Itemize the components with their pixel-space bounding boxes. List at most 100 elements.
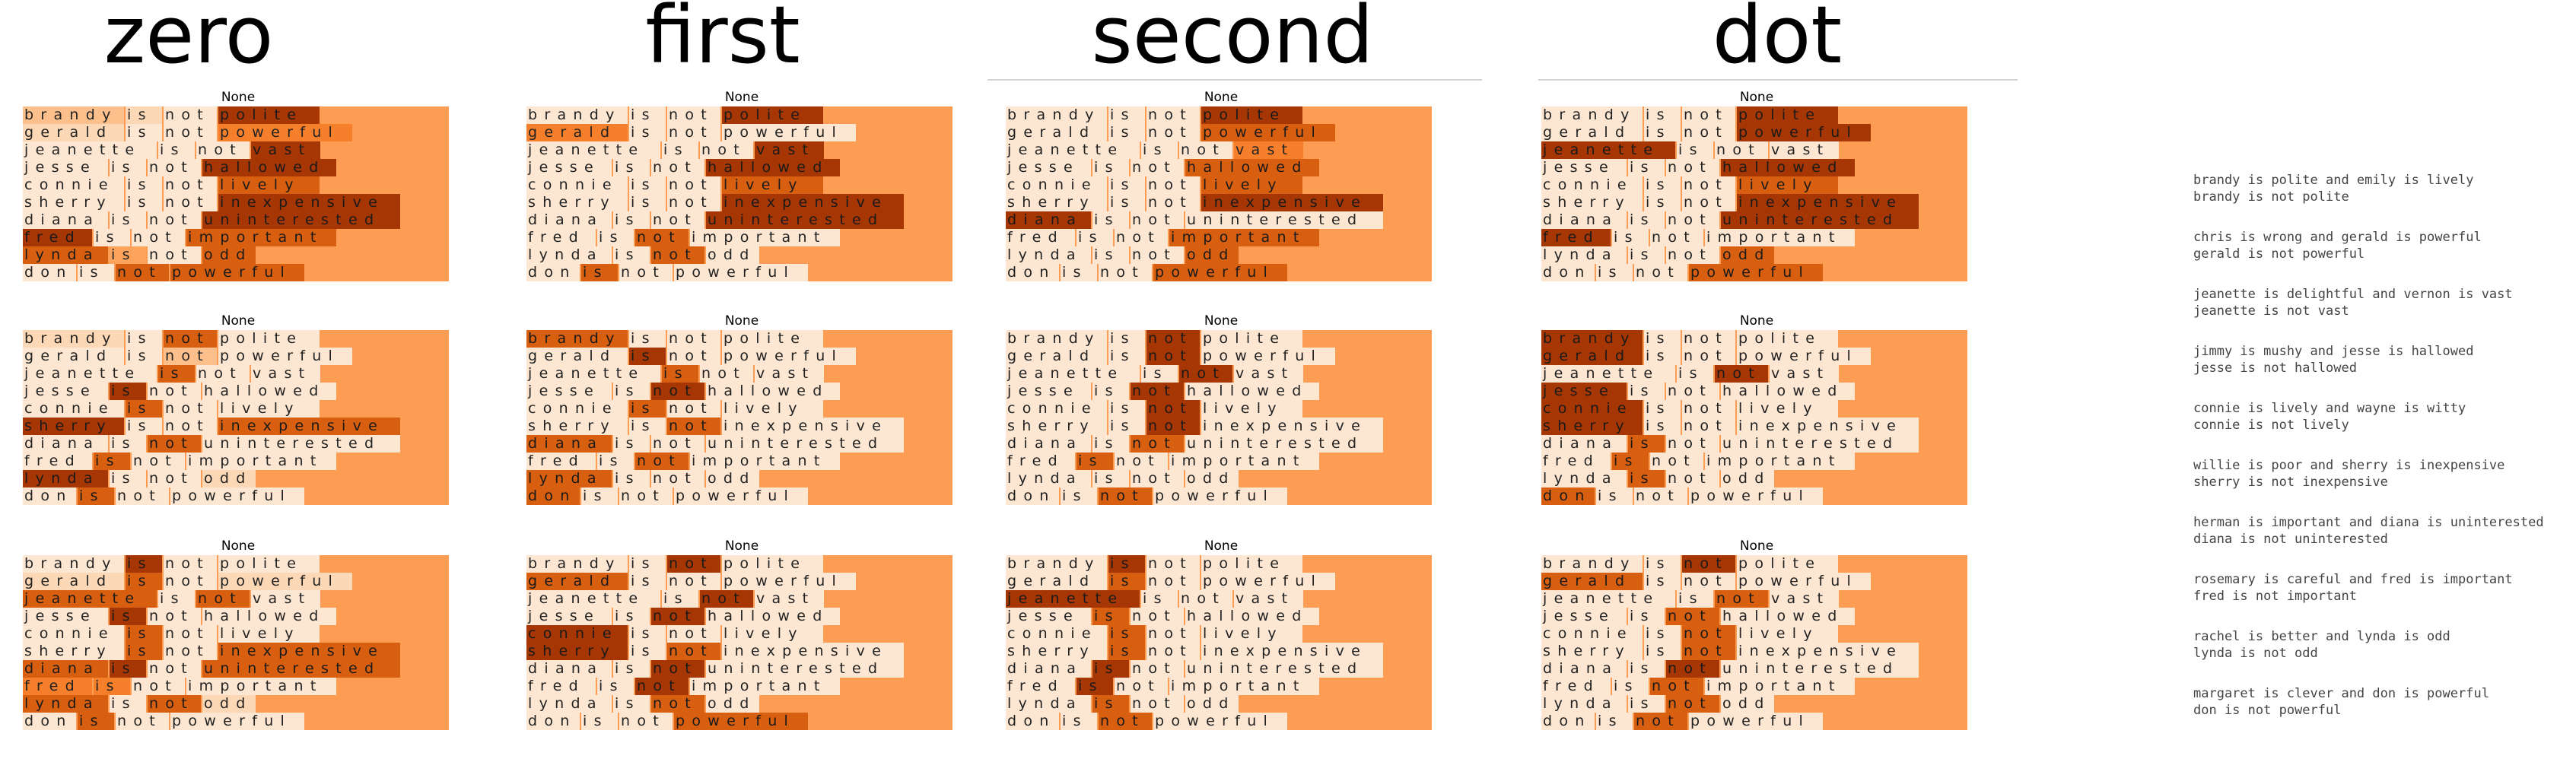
- token-cell: not: [1131, 435, 1184, 453]
- sentence-pair-list: brandy is polite and emily is lively bra…: [2193, 172, 2544, 742]
- heatmap-row: fred is not important: [526, 678, 957, 695]
- heatmap-panel: None brandy is not polite gerald is not powerful…: [1541, 313, 1972, 505]
- token-cell: jeanette: [1006, 365, 1140, 383]
- token-cell: not: [1131, 211, 1184, 229]
- token-cell: gerald: [1541, 573, 1643, 590]
- token-cell: don: [23, 487, 76, 505]
- token-cell: is: [629, 330, 666, 348]
- premise-text: willie is poor and sherry is inexpensive: [2193, 458, 2505, 473]
- heatmap-panel: None brandy is not polite gerald is not powerful…: [526, 538, 957, 730]
- token-cell: important: [690, 229, 840, 246]
- token-cell: diana: [23, 660, 108, 678]
- token-cell: not: [1682, 643, 1735, 660]
- token-cell: brandy: [526, 555, 628, 573]
- token-cell: is: [629, 348, 666, 365]
- heatmap-row: diana is not uninterested: [1541, 211, 1972, 229]
- token-cell: is: [1108, 106, 1145, 124]
- token-cell: diana: [23, 435, 108, 453]
- token-cell: not: [1715, 590, 1768, 608]
- token-cell: not: [132, 229, 185, 246]
- token-cell: gerald: [1006, 348, 1107, 365]
- token-cell: not: [148, 159, 201, 176]
- token-cell: uninterested: [1185, 435, 1383, 453]
- token-cell: is: [629, 106, 666, 124]
- token-cell: not: [635, 453, 689, 470]
- token-cell: powerful: [1689, 264, 1823, 281]
- token-cell: is: [110, 383, 146, 400]
- token-cell: sherry: [1006, 643, 1107, 660]
- token-cell: not: [1634, 264, 1687, 281]
- token-cell: not: [116, 713, 169, 730]
- heatmap-row: brandy is not polite: [23, 106, 453, 124]
- token-cell: connie: [1006, 625, 1107, 643]
- panel-label: None: [1204, 538, 1239, 554]
- token-cell: connie: [1541, 625, 1643, 643]
- token-cell: don: [1541, 713, 1595, 730]
- heatmap-row: don is not powerful: [526, 713, 957, 730]
- token-cell: not: [1682, 194, 1735, 211]
- token-cell: is: [597, 678, 634, 695]
- token-cell: lynda: [526, 695, 612, 713]
- token-cell: jeanette: [1541, 141, 1675, 159]
- token-cell: jesse: [1541, 383, 1627, 400]
- sentence-pair: brandy is polite and emily is lively bra…: [2193, 172, 2544, 205]
- token-cell: not: [1099, 487, 1152, 505]
- token-cell: is: [629, 643, 666, 660]
- heatmap-row: don is not powerful: [1006, 264, 1436, 281]
- token-cell: is: [1108, 418, 1145, 435]
- heatmap-row: diana is not uninterested: [1006, 435, 1436, 453]
- token-cell: not: [1131, 246, 1184, 264]
- panel-label: None: [1739, 313, 1774, 329]
- token-cell: lynda: [23, 695, 108, 713]
- token-cell: powerful: [674, 487, 808, 505]
- token-cell: connie: [1541, 176, 1643, 194]
- panel-label: None: [724, 90, 759, 105]
- token-cell: is: [1108, 330, 1145, 348]
- heatmap-panel: None brandy is not polite gerald is not powerful…: [23, 90, 453, 281]
- token-cell: powerful: [1201, 573, 1335, 590]
- heatmap-row: sherry is not inexpensive: [1541, 418, 1972, 435]
- token-cell: is: [1612, 453, 1649, 470]
- token-cell: not: [651, 246, 704, 264]
- token-cell: important: [690, 453, 840, 470]
- sentence-pair: rosemary is careful and fred is importan…: [2193, 571, 2544, 605]
- heatmap-row: diana is not uninterested: [1541, 660, 1972, 678]
- token-cell: don: [1006, 487, 1059, 505]
- token-cell: sherry: [1006, 194, 1107, 211]
- token-cell: polite: [218, 106, 320, 124]
- token-cell: not: [1682, 555, 1735, 573]
- hypothesis-text: gerald is not powerful: [2193, 246, 2365, 262]
- heatmap-row: brandy is not polite: [1006, 555, 1436, 573]
- heatmap-row: sherry is not inexpensive: [526, 418, 957, 435]
- token-cell: lively: [1201, 176, 1302, 194]
- token-cell: uninterested: [706, 211, 904, 229]
- token-cell: is: [581, 713, 618, 730]
- token-cell: is: [597, 229, 634, 246]
- heatmap-row: jesse is not hallowed: [23, 383, 453, 400]
- token-cell: lynda: [526, 246, 612, 264]
- token-cell: diana: [1006, 211, 1091, 229]
- token-cell: not: [148, 435, 201, 453]
- heatmap-row: don is not powerful: [1006, 713, 1436, 730]
- heatmap-row: gerald is not powerful: [1541, 348, 1972, 365]
- token-cell: jesse: [23, 608, 108, 625]
- token-cell: lively: [722, 176, 823, 194]
- token-cell: not: [667, 400, 720, 418]
- token-cell: not: [1146, 124, 1200, 141]
- token-cell: not: [1131, 695, 1184, 713]
- token-cell: lynda: [1006, 246, 1091, 264]
- token-cell: is: [1596, 487, 1633, 505]
- token-cell: not: [667, 625, 720, 643]
- token-cell: is: [78, 713, 114, 730]
- token-cell: odd: [1721, 470, 1774, 487]
- token-cell: important: [1169, 453, 1319, 470]
- token-cell: is: [126, 106, 162, 124]
- heatmap-row: lynda is not odd: [526, 695, 957, 713]
- token-cell: not: [1715, 365, 1768, 383]
- token-cell: gerald: [526, 573, 628, 590]
- heatmap-row: lynda is not odd: [23, 695, 453, 713]
- token-cell: inexpensive: [1737, 643, 1919, 660]
- token-cell: sherry: [1541, 194, 1643, 211]
- token-cell: is: [613, 470, 650, 487]
- token-cell: not: [700, 590, 753, 608]
